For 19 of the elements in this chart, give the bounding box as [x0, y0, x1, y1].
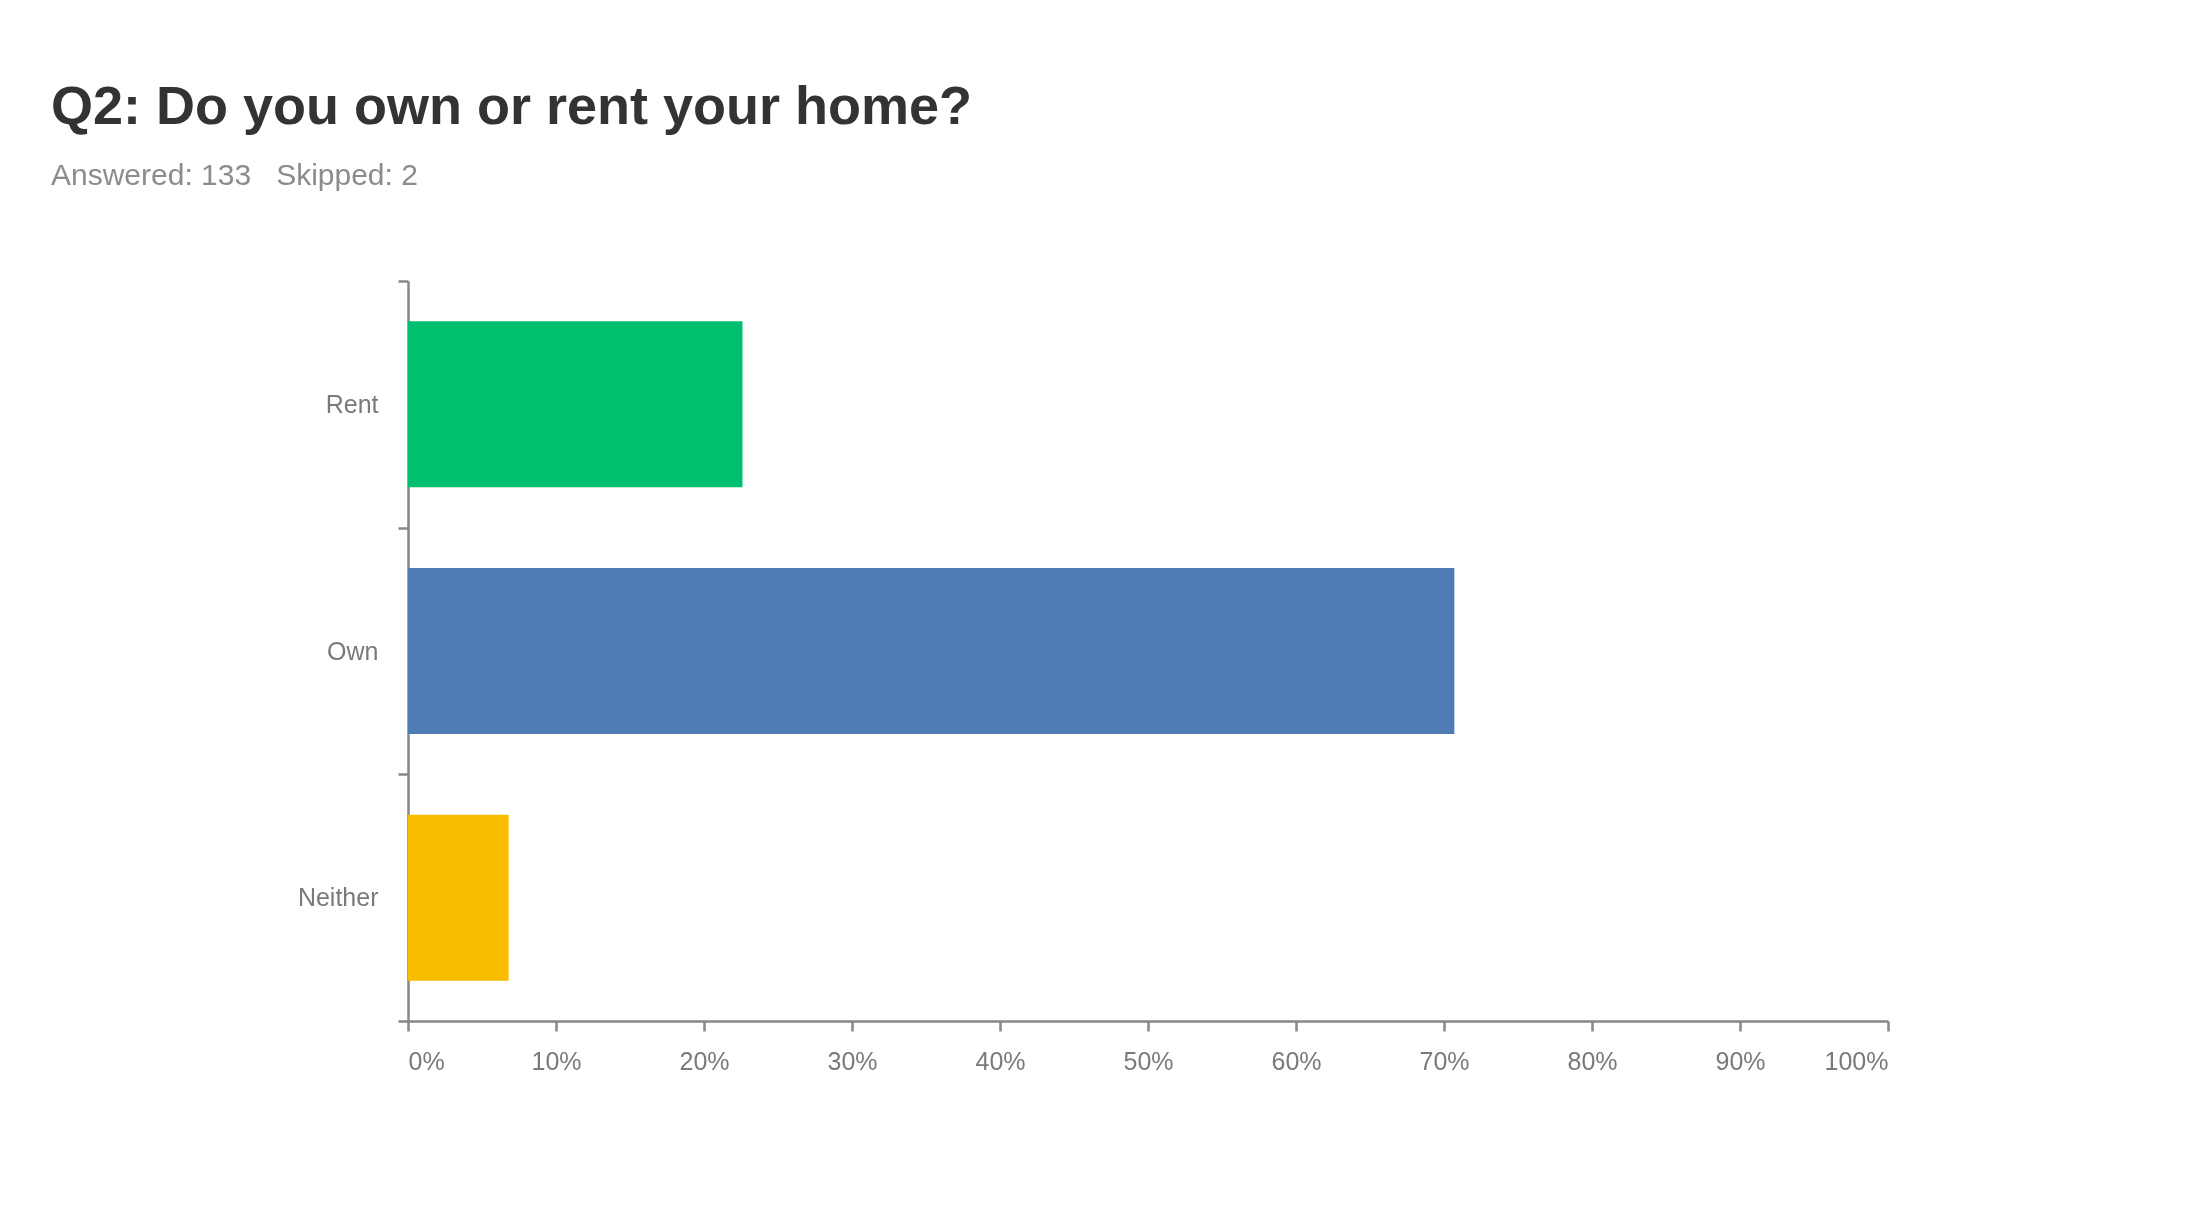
y-tick-label: Rent [325, 389, 379, 418]
bar [408, 814, 509, 981]
chart-subtitle: Answered: 133 Skipped: 2 [51, 158, 418, 191]
x-tick-label: 70% [1419, 1046, 1470, 1075]
x-tick-label: 100% [1824, 1046, 1889, 1075]
y-tick-label: Own [327, 636, 379, 665]
chart-title: Q2: Do you own or rent your home? [51, 75, 973, 135]
x-tick-label: 90% [1715, 1046, 1766, 1075]
x-tick-label: 0% [408, 1046, 445, 1075]
x-tick-label: 80% [1567, 1046, 1618, 1075]
x-tick-label: 30% [827, 1046, 878, 1075]
bar [408, 321, 743, 488]
y-tick-label: Neither [297, 883, 379, 912]
x-tick-label: 50% [1123, 1046, 1174, 1075]
x-tick-label: 40% [975, 1046, 1026, 1075]
bar [408, 568, 1455, 734]
x-tick-label: 60% [1271, 1046, 1322, 1075]
x-tick-label: 10% [531, 1046, 582, 1075]
x-tick-label: 20% [679, 1046, 730, 1075]
